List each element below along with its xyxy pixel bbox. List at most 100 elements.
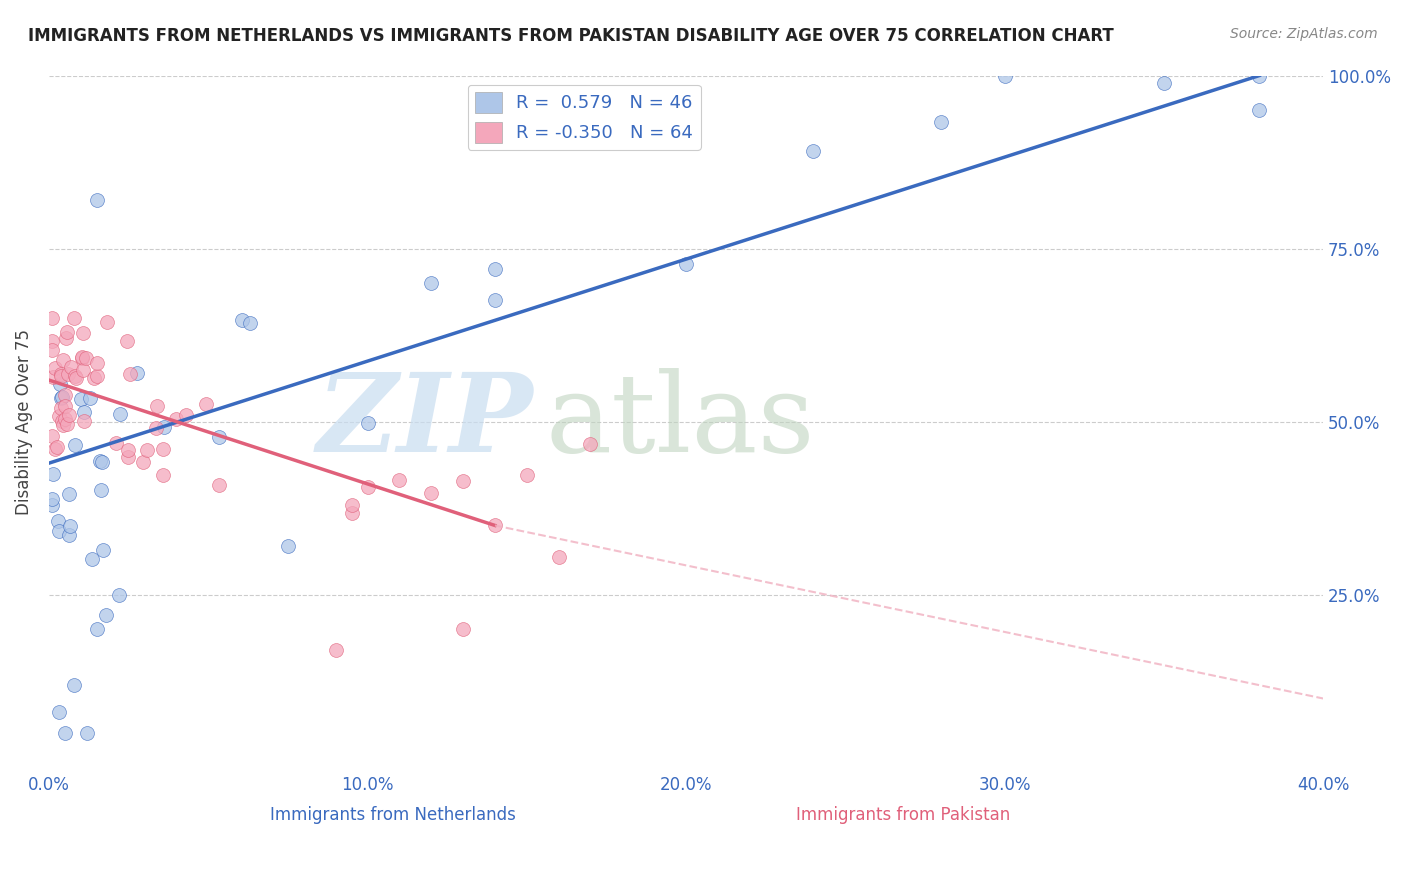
Text: atlas: atlas	[546, 368, 815, 475]
Point	[208, 478, 231, 492]
Point	[86, 369, 108, 384]
Point	[63, 369, 86, 384]
Point	[49, 367, 72, 381]
Point	[63, 310, 86, 325]
Point	[484, 293, 506, 307]
Point	[51, 401, 73, 415]
Point	[929, 115, 952, 129]
Point	[46, 440, 69, 454]
Point	[146, 399, 169, 413]
Point	[96, 314, 118, 328]
Point	[41, 310, 63, 325]
Point	[208, 430, 231, 444]
Point	[42, 370, 65, 384]
Point	[86, 193, 108, 207]
Point	[451, 474, 474, 488]
Point	[49, 392, 72, 406]
Point	[165, 411, 187, 425]
Point	[56, 325, 79, 339]
Point	[53, 412, 76, 426]
Point	[420, 276, 443, 290]
Point	[356, 480, 378, 494]
Point	[451, 622, 474, 636]
Point	[994, 69, 1017, 83]
Point	[90, 483, 112, 498]
Point	[63, 438, 86, 452]
Point	[174, 408, 197, 422]
Point	[152, 468, 174, 483]
Point	[108, 588, 131, 602]
Point	[80, 552, 103, 566]
Point	[46, 514, 69, 528]
Point	[803, 144, 825, 158]
Point	[53, 388, 76, 402]
Point	[117, 442, 139, 457]
Point	[58, 528, 80, 542]
Point	[41, 429, 63, 443]
Text: Immigrants from Netherlands: Immigrants from Netherlands	[270, 805, 516, 824]
Point	[59, 360, 82, 375]
Point	[41, 343, 63, 357]
Point	[86, 622, 108, 636]
Point	[1249, 69, 1271, 83]
Point	[96, 608, 118, 623]
Point	[56, 367, 79, 381]
Point	[53, 726, 76, 740]
Text: Immigrants from Pakistan: Immigrants from Pakistan	[796, 805, 1010, 824]
Text: Source: ZipAtlas.com: Source: ZipAtlas.com	[1230, 27, 1378, 41]
Point	[356, 417, 378, 431]
Text: IMMIGRANTS FROM NETHERLANDS VS IMMIGRANTS FROM PAKISTAN DISABILITY AGE OVER 75 C: IMMIGRANTS FROM NETHERLANDS VS IMMIGRANT…	[28, 27, 1114, 45]
Point	[115, 334, 138, 348]
Point	[58, 408, 80, 422]
Point	[516, 468, 538, 483]
Point	[120, 367, 142, 381]
Point	[108, 407, 131, 421]
Point	[52, 418, 75, 433]
Point	[56, 417, 79, 431]
Point	[340, 498, 363, 512]
Point	[117, 450, 139, 464]
Point	[51, 369, 73, 384]
Point	[153, 419, 176, 434]
Point	[59, 519, 82, 533]
Point	[231, 312, 253, 326]
Point	[325, 643, 347, 657]
Point	[579, 436, 602, 450]
Point	[63, 678, 86, 692]
Point	[388, 473, 411, 487]
Y-axis label: Disability Age Over 75: Disability Age Over 75	[15, 328, 32, 515]
Point	[90, 455, 112, 469]
Point	[53, 400, 76, 414]
Point	[75, 351, 97, 366]
Point	[547, 550, 569, 565]
Point	[73, 414, 96, 428]
Text: ZIP: ZIP	[316, 368, 533, 475]
Point	[48, 706, 70, 720]
Point	[675, 257, 697, 271]
Point	[132, 455, 155, 469]
Point	[89, 454, 111, 468]
Point	[76, 726, 98, 740]
Point	[58, 487, 80, 501]
Point	[152, 442, 174, 456]
Point	[194, 397, 217, 411]
Point	[420, 486, 443, 500]
Point	[55, 330, 77, 344]
Point	[91, 543, 114, 558]
Point	[65, 371, 87, 385]
Point	[72, 350, 94, 364]
Point	[1249, 103, 1271, 117]
Point	[48, 376, 70, 391]
Point	[145, 421, 167, 435]
Point	[1153, 76, 1175, 90]
Point	[79, 391, 101, 405]
Point	[73, 405, 96, 419]
Point	[48, 524, 70, 538]
Point	[239, 316, 262, 330]
Point	[340, 506, 363, 520]
Point	[41, 491, 63, 506]
Legend: R =  0.579   N = 46, R = -0.350   N = 64: R = 0.579 N = 46, R = -0.350 N = 64	[468, 85, 700, 150]
Point	[44, 442, 66, 456]
Point	[42, 467, 65, 482]
Point	[41, 334, 63, 348]
